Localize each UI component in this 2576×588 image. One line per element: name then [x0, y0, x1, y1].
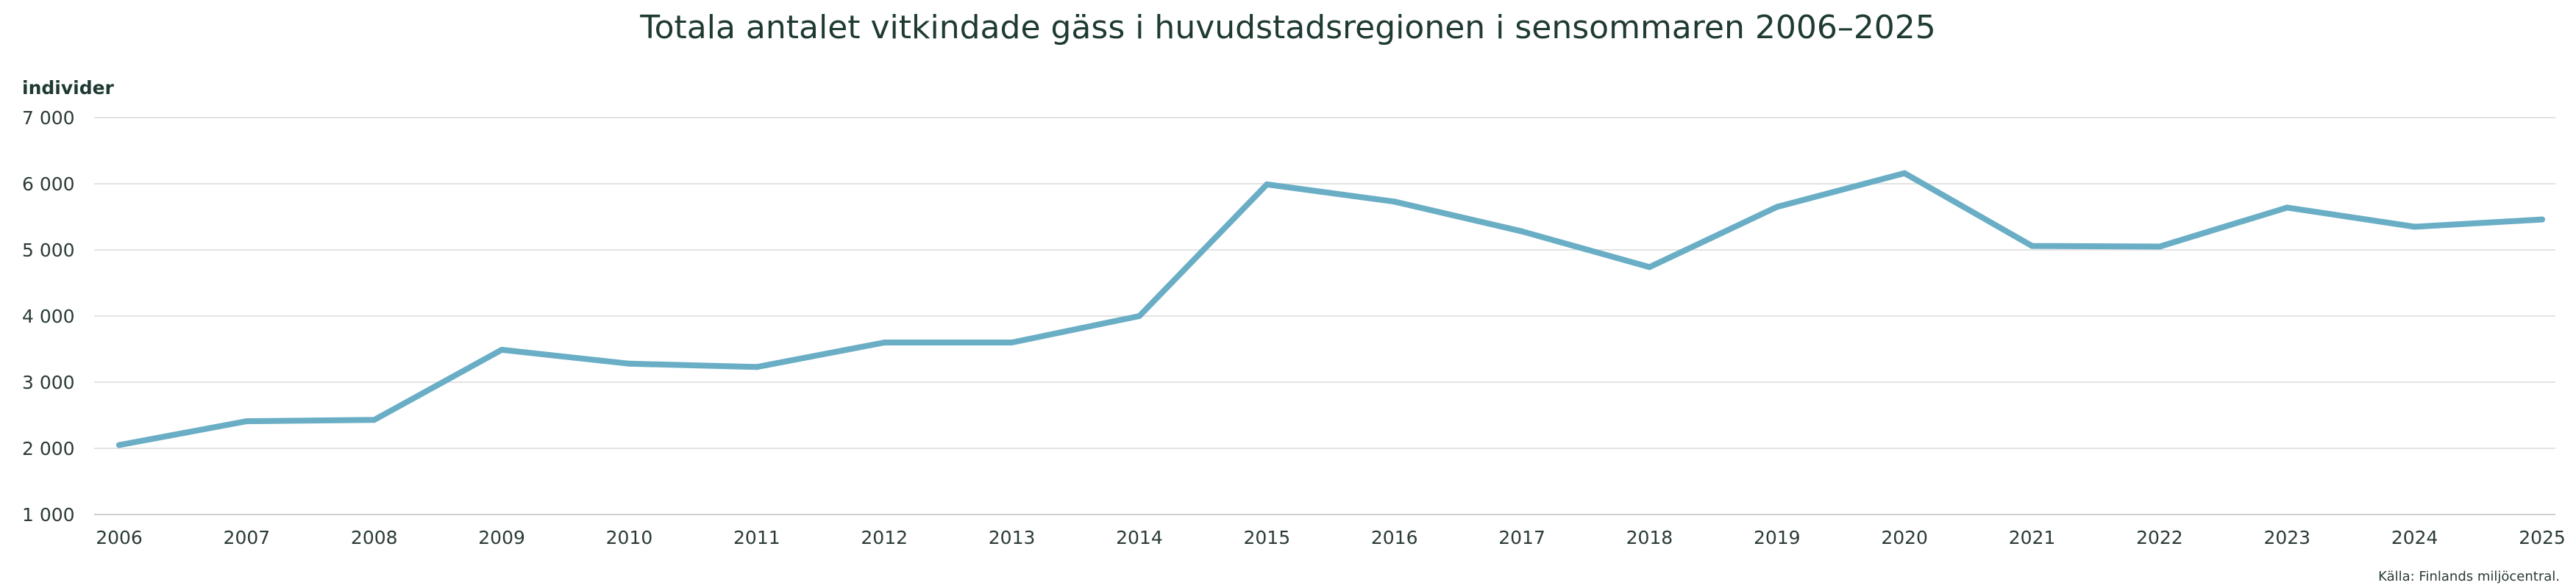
x-tick-label: 2022: [2136, 527, 2183, 548]
y-tick-label: 4 000: [22, 306, 75, 327]
data-point: [1264, 181, 1270, 187]
x-tick-label: 2010: [606, 527, 653, 548]
x-axis-ticks: 2006 2007 2008 2009 2010 2011 2012 2013 2014 2015…: [96, 527, 2566, 548]
data-point: [1773, 204, 1780, 210]
data-point: [2411, 223, 2418, 230]
y-tick-label: 1 000: [22, 504, 75, 526]
series-lines: [116, 170, 2545, 448]
data-point: [1391, 198, 1398, 205]
data-point: [2156, 243, 2163, 250]
chart-title: Totala antalet vitkindade gäss i huvudst…: [639, 9, 1936, 46]
x-tick-label: 2024: [2391, 527, 2438, 548]
x-tick-label: 2008: [351, 527, 398, 548]
x-tick-label: 2021: [2009, 527, 2056, 548]
y-axis-ticks: 1 000 2 000 3 000 4 000 5 000 6 000 7 000: [22, 107, 75, 526]
x-tick-label: 2007: [224, 527, 271, 548]
y-tick-label: 7 000: [22, 107, 75, 129]
source-note: Källa: Finlands miljöcentral.: [2378, 569, 2560, 584]
data-point: [1901, 170, 1908, 176]
y-tick-label: 5 000: [22, 240, 75, 261]
x-tick-label: 2020: [1881, 527, 1928, 548]
y-tick-label: 3 000: [22, 372, 75, 393]
x-tick-label: 2017: [1498, 527, 1545, 548]
data-point: [2539, 216, 2545, 223]
data-point: [2284, 204, 2291, 211]
x-tick-label: 2014: [1116, 527, 1163, 548]
data-point: [1646, 264, 1653, 270]
x-tick-label: 2011: [733, 527, 780, 548]
series-line: [116, 170, 2545, 448]
data-point: [1519, 228, 1526, 234]
y-tick-label: 6 000: [22, 173, 75, 195]
x-tick-label: 2023: [2263, 527, 2310, 548]
x-tick-label: 2006: [96, 527, 143, 548]
x-tick-label: 2025: [2519, 527, 2566, 548]
x-tick-label: 2019: [1754, 527, 1801, 548]
data-point: [753, 364, 760, 370]
x-tick-label: 2013: [989, 527, 1036, 548]
data-point: [1136, 313, 1142, 319]
data-point: [2029, 243, 2035, 249]
data-point: [499, 346, 505, 353]
data-point: [626, 360, 633, 367]
x-tick-label: 2009: [478, 527, 525, 548]
data-point: [881, 340, 888, 345]
data-point: [1008, 340, 1015, 345]
x-tick-label: 2012: [861, 527, 908, 548]
data-point: [116, 442, 122, 448]
data-point: [243, 418, 250, 425]
gridlines: [94, 117, 2555, 515]
x-tick-label: 2015: [1244, 527, 1291, 548]
y-tick-label: 2 000: [22, 438, 75, 459]
x-tick-label: 2018: [1626, 527, 1673, 548]
x-tick-label: 2016: [1371, 527, 1418, 548]
data-point: [371, 417, 377, 423]
y-axis-unit-label: individer: [22, 77, 115, 98]
